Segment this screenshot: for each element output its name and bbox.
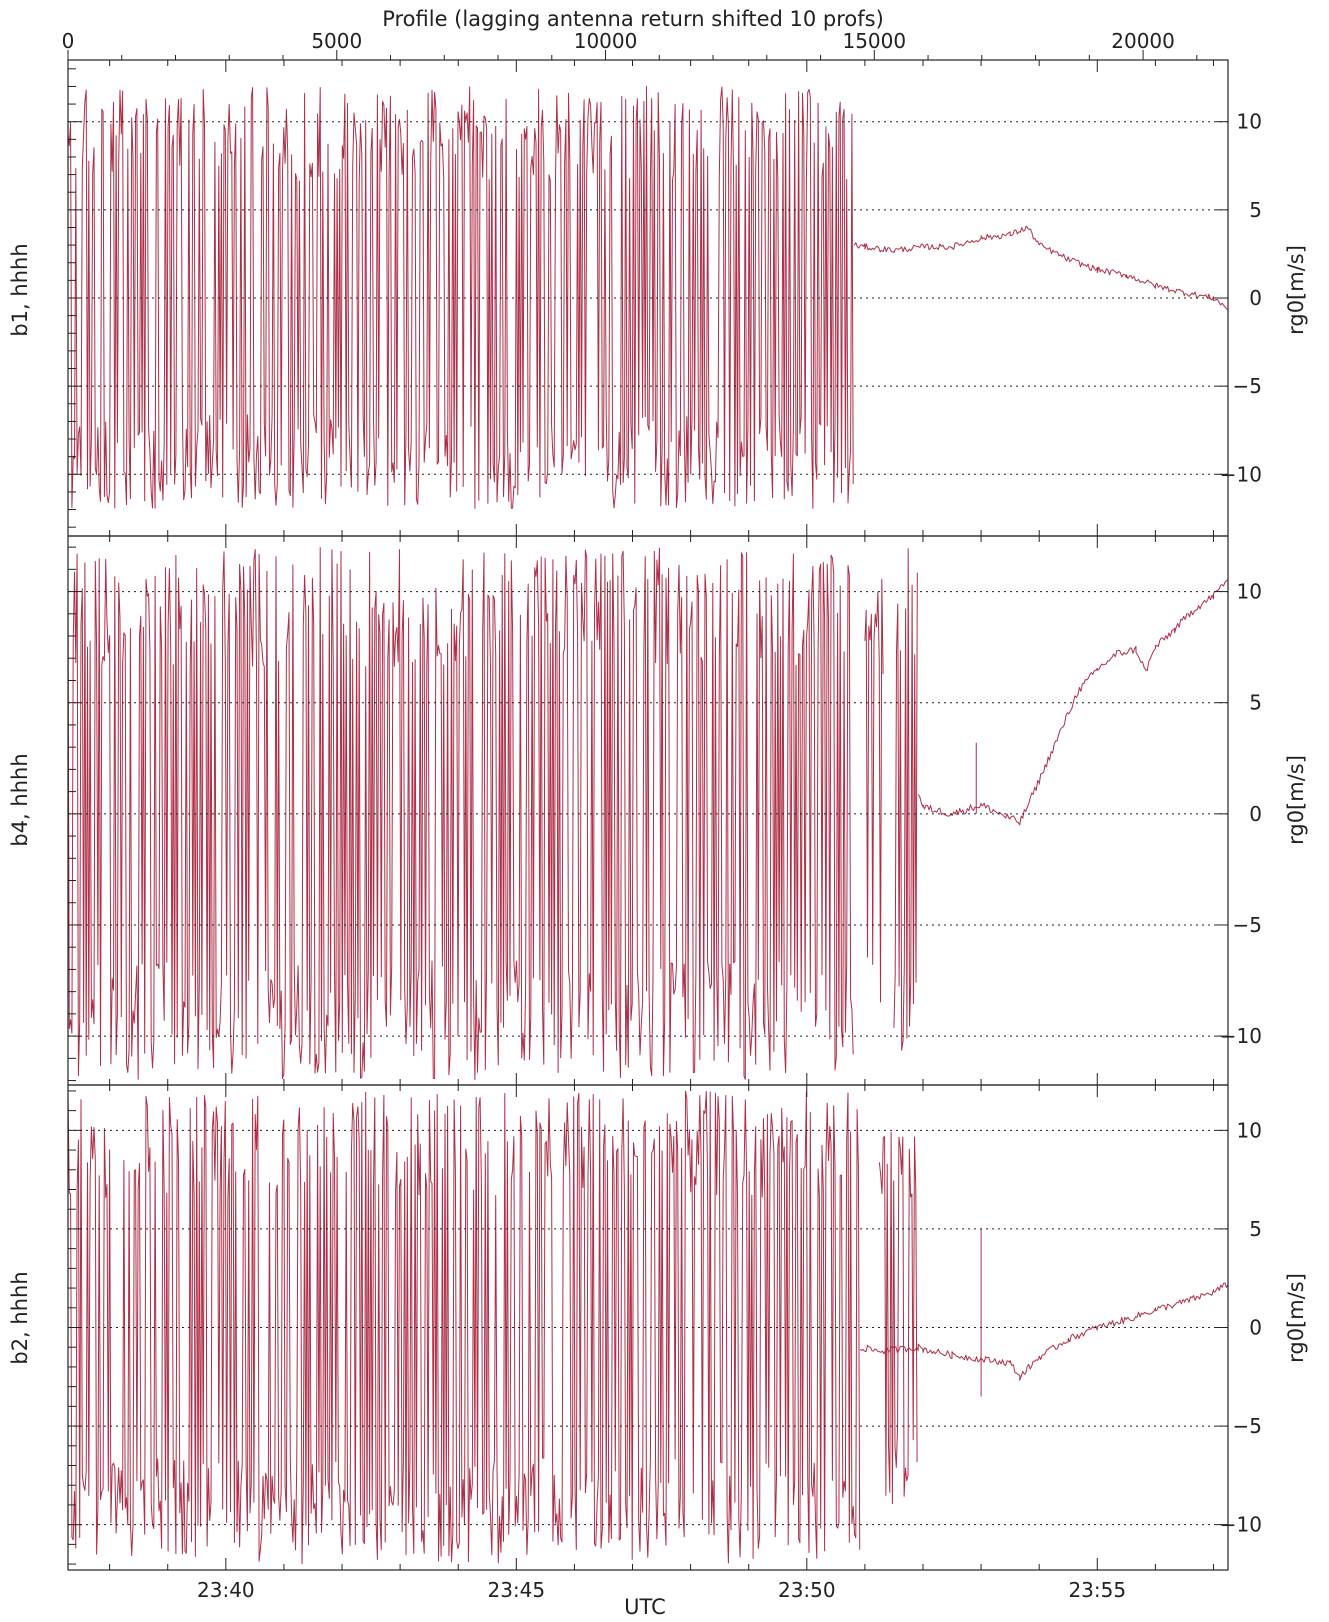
panel-1-ytick-label: −10: [1220, 462, 1262, 486]
panel-2-noise-2: [864, 578, 884, 1003]
bottom-axis-tick-label: 23:45: [487, 1578, 545, 1602]
panel-1-trace: [853, 225, 1229, 310]
panel-3-noise-1: [67, 1090, 861, 1565]
plot-layer: 10 5 0 −5 −10 10 5 0 −5 −10 10 5 0 −5 −10 0 5000 10000 150…: [62, 29, 1262, 1602]
bottom-axis-tick-label: 23:55: [1068, 1578, 1126, 1602]
panel-3-ytick-label: 10: [1237, 1118, 1262, 1142]
panel-1-name: b1, hhhh: [8, 243, 32, 336]
panel-3-ytick-label: 0: [1249, 1316, 1262, 1340]
panel-1-noise-1: [67, 86, 854, 509]
top-axis-tick-label: 10000: [574, 29, 638, 53]
panel-1-ytick-label: 5: [1249, 198, 1262, 222]
panel-2-ylabel: rg0[m/s]: [1284, 755, 1308, 845]
bottom-axis-tick-label: 23:50: [778, 1578, 836, 1602]
panel-3-ylabel: rg0[m/s]: [1284, 1273, 1308, 1363]
panel-2-ytick-label: −10: [1220, 1024, 1262, 1048]
panel-1-ytick-label: 0: [1249, 286, 1262, 310]
panel-1-ytick-label: 10: [1237, 110, 1262, 134]
panel-2-noise-3: [893, 548, 918, 1051]
panel-3-ytick-label: 5: [1249, 1217, 1262, 1241]
top-axis-tick-label: 15000: [842, 29, 906, 53]
panel-2-ytick-label: 5: [1249, 691, 1262, 715]
panel-2-ytick-label: 0: [1249, 802, 1262, 826]
top-axis-tick-label: 0: [62, 29, 75, 53]
panel-2-name: b4, hhhh: [8, 753, 32, 846]
panel-3-noise-2: [878, 1131, 918, 1505]
panel-1-ylabel: rg0[m/s]: [1284, 245, 1308, 335]
top-axis-label: Profile (lagging antenna return shifted …: [382, 7, 884, 31]
bottom-axis-label: UTC: [624, 1595, 666, 1619]
panel-2-ytick-label: 10: [1237, 580, 1262, 604]
panel-3-frame: [67, 1084, 1229, 1571]
panel-2-ytick-label: −5: [1233, 913, 1262, 937]
top-axis-tick-label: 5000: [311, 29, 362, 53]
panel-1-ytick-label: −5: [1233, 374, 1262, 398]
panel-3-trace: [859, 1282, 1229, 1381]
panel-3-ytick-label: −10: [1220, 1513, 1262, 1537]
panel-3-name: b2, hhhh: [8, 1271, 32, 1364]
top-axis-tick-label: 20000: [1111, 29, 1175, 53]
bottom-axis-tick-label: 23:40: [197, 1578, 255, 1602]
panel-2-noise-1: [67, 547, 854, 1080]
panel-2-trace: [917, 579, 1229, 826]
panel-3-ytick-label: −5: [1233, 1414, 1262, 1438]
